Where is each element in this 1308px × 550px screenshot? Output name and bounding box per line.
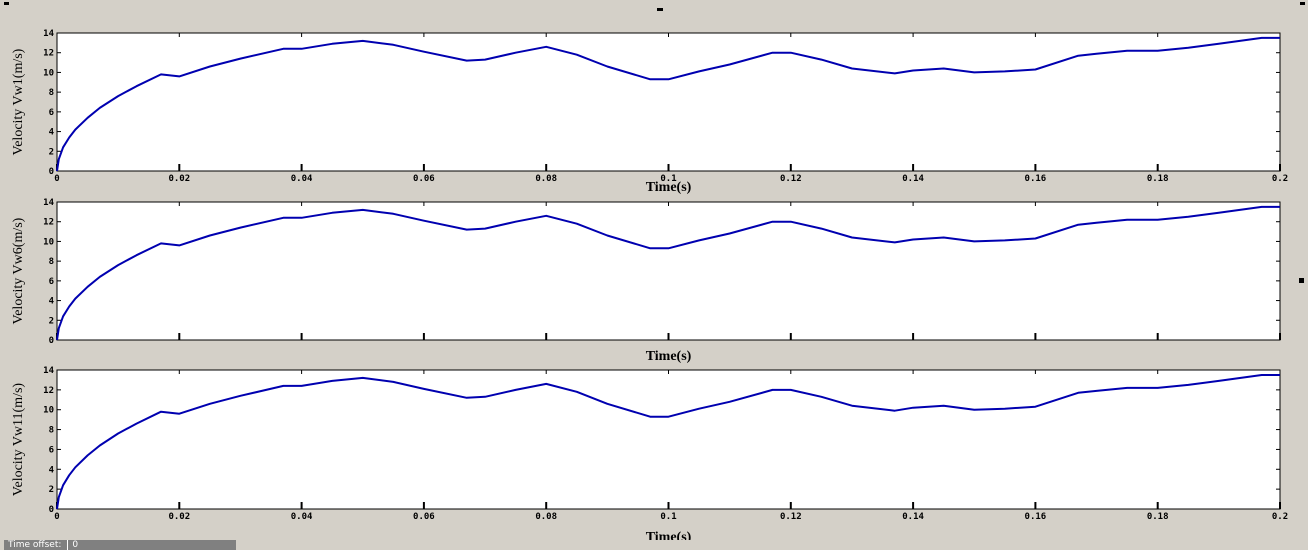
x-tick-label: 0.1 bbox=[660, 174, 676, 184]
y-tick-label: 14 bbox=[43, 198, 54, 208]
y-axis-title: Velocity Vw1(m/s) bbox=[11, 48, 26, 155]
x-tick-label: 0.18 bbox=[1147, 174, 1169, 184]
time-offset-label: Time offset: bbox=[8, 540, 62, 550]
x-tick-label: 0.02 bbox=[168, 174, 190, 184]
series-line bbox=[56, 205, 1280, 341]
y-axis-title: Velocity Vw11(m/s) bbox=[11, 383, 26, 496]
y-tick-label: 8 bbox=[49, 426, 54, 436]
x-axis-title: Time(s) bbox=[646, 180, 692, 195]
y-tick-label: 2 bbox=[49, 316, 54, 326]
y-tick-label: 14 bbox=[43, 29, 54, 39]
y-tick-label: 14 bbox=[43, 366, 54, 376]
y-tick-label: 2 bbox=[49, 147, 54, 157]
side-marker bbox=[1299, 278, 1304, 283]
status-bar bbox=[0, 540, 1308, 550]
y-tick-label: 4 bbox=[49, 128, 55, 138]
x-tick-label: 0.08 bbox=[535, 174, 557, 184]
y-tick-label: 0 bbox=[49, 336, 54, 346]
top-center-marker bbox=[657, 8, 663, 11]
x-tick-label: 0.2 bbox=[1272, 512, 1288, 522]
y-tick-label: 8 bbox=[49, 88, 54, 98]
x-tick-label: 0.14 bbox=[902, 174, 924, 184]
y-tick-label: 12 bbox=[43, 218, 54, 228]
x-tick-label: 0.14 bbox=[902, 512, 924, 522]
x-tick-label: 0.08 bbox=[535, 512, 557, 522]
y-tick-label: 0 bbox=[49, 167, 54, 177]
x-tick-label: 0.16 bbox=[1025, 512, 1047, 522]
y-tick-label: 8 bbox=[49, 257, 54, 267]
x-tick-label: 0.04 bbox=[291, 174, 313, 184]
x-tick-label: 0.12 bbox=[780, 174, 802, 184]
x-tick-label: 0.06 bbox=[413, 512, 435, 522]
x-tick-label: 0.2 bbox=[1272, 174, 1288, 184]
y-tick-label: 6 bbox=[49, 445, 54, 455]
x-tick-label: 0.16 bbox=[1025, 174, 1047, 184]
y-tick-label: 10 bbox=[43, 237, 54, 247]
x-tick-label: 0.1 bbox=[660, 512, 676, 522]
x-tick-label: 0.18 bbox=[1147, 512, 1169, 522]
x-tick-label: 0 bbox=[54, 512, 59, 522]
corner-marker bbox=[1300, 2, 1305, 5]
x-tick-label: 0 bbox=[54, 174, 59, 184]
x-tick-label: 0.12 bbox=[780, 512, 802, 522]
y-tick-label: 4 bbox=[49, 465, 55, 475]
corner-marker bbox=[4, 2, 9, 5]
y-tick-label: 6 bbox=[49, 277, 54, 287]
y-tick-label: 6 bbox=[49, 108, 54, 118]
x-tick-label: 0.06 bbox=[413, 174, 435, 184]
y-tick-label: 2 bbox=[49, 485, 54, 495]
y-axis-title: Velocity Vw6(m/s) bbox=[11, 217, 26, 324]
time-offset-readout: Time offset: 0 bbox=[4, 540, 236, 550]
x-tick-label: 0.04 bbox=[291, 512, 313, 522]
y-tick-label: 12 bbox=[43, 386, 54, 396]
y-tick-label: 4 bbox=[49, 297, 55, 307]
time-offset-value: 0 bbox=[67, 540, 82, 550]
x-tick-label: 0.02 bbox=[168, 512, 190, 522]
series-line bbox=[56, 36, 1280, 172]
y-tick-label: 10 bbox=[43, 68, 54, 78]
x-axis-title: Time(s) bbox=[646, 349, 692, 364]
y-tick-label: 12 bbox=[43, 49, 54, 59]
series-line bbox=[56, 374, 1280, 510]
y-tick-label: 10 bbox=[43, 406, 54, 416]
y-tick-label: 0 bbox=[49, 505, 54, 515]
